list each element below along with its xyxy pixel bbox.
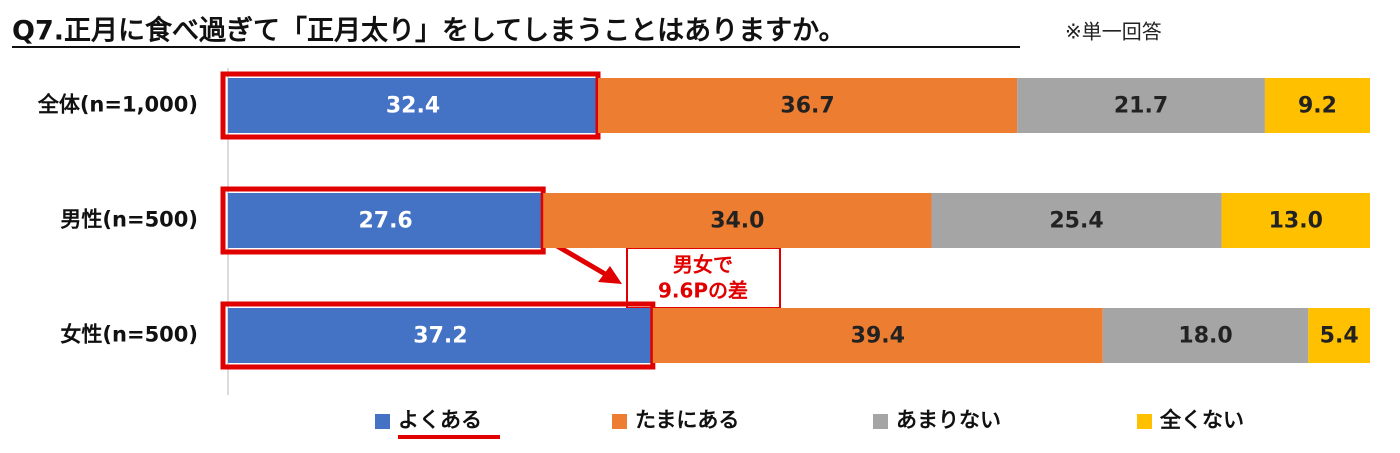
legend-label: あまりない [896, 408, 1001, 432]
legend-swatch [612, 414, 627, 429]
bar-segment [931, 193, 1222, 248]
legend-label: 全くない [1159, 408, 1244, 432]
value-label: 5.4 [1320, 324, 1359, 349]
annotation: 男女で [673, 253, 733, 277]
bar-segment [228, 193, 544, 248]
bar-segment [1308, 308, 1370, 363]
legend-swatch [375, 414, 390, 429]
bar-segment [598, 78, 1018, 133]
bar-segment [1017, 78, 1265, 133]
bar-segment [543, 193, 932, 248]
value-label: 27.6 [358, 209, 412, 234]
legend-swatch [873, 414, 888, 429]
legend-label: たまにある [635, 408, 739, 432]
chart-subtitle: ※単一回答 [1065, 20, 1162, 44]
value-label: 34.0 [710, 209, 764, 234]
arrow-head [598, 266, 622, 284]
bar-segment [1221, 193, 1370, 248]
value-label: 32.4 [386, 94, 440, 119]
value-label: 18.0 [1178, 324, 1232, 349]
legend-swatch [1137, 414, 1152, 429]
value-label: 25.4 [1049, 209, 1103, 234]
annotation-box [626, 247, 781, 309]
legend-label: よくある [398, 408, 482, 432]
value-label: 39.4 [851, 324, 905, 349]
bar-segment [228, 308, 653, 363]
annotation: 9.6Pの差 [658, 279, 748, 303]
bar-segment [652, 308, 1103, 363]
bar-segment [228, 78, 599, 133]
value-label: 37.2 [413, 324, 467, 349]
value-label: 36.7 [780, 94, 834, 119]
chart-title: Q7.正月に食べ過ぎて「正月太り」をしてしまうことはありますか。 [12, 15, 846, 47]
value-label: 21.7 [1114, 94, 1168, 119]
category-label: 全体(n=1,000) [37, 93, 198, 117]
bar-segment [1264, 78, 1370, 133]
category-label: 男性(n=500) [60, 208, 198, 232]
category-label: 女性(n=500) [60, 323, 198, 347]
value-label: 13.0 [1269, 209, 1323, 234]
value-label: 9.2 [1298, 94, 1337, 119]
bar-segment [1102, 308, 1309, 363]
